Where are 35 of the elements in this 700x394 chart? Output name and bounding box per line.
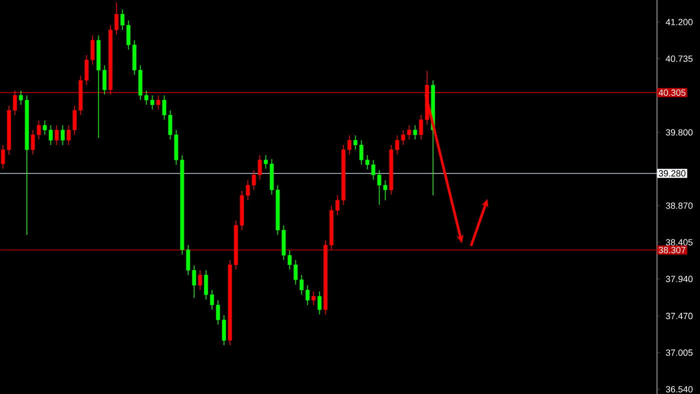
candlestick [12,90,17,116]
y-tick-label: 40.735 [666,56,693,62]
candlestick [120,9,124,30]
candlestick [126,20,130,50]
candlestick [312,291,316,306]
candlestick [336,195,340,216]
y-tick-label: 37.940 [666,276,693,282]
y-tick-label: 37.005 [666,349,693,356]
candlestick [1,144,5,170]
candlestick [60,124,65,146]
candlestick [419,114,424,140]
candlestick [156,94,160,110]
ref-line-label: 40.305 [658,89,686,96]
candlestick [54,124,59,146]
candlestick [198,270,202,290]
candlestick [90,35,95,66]
candlestick [114,2,118,36]
candlestick [347,135,352,155]
y-tick-label: 38.870 [666,202,693,209]
candlestick [204,270,208,300]
candlestick [413,124,418,140]
y-tick-label: 39.800 [666,129,693,136]
candlestick [102,65,106,95]
y-tick-label: 38.405 [666,239,693,246]
candlestick [210,290,214,310]
ref-line-label: 38.307 [658,246,686,254]
candlestick [222,314,226,346]
y-tick-label: 36.540 [666,386,693,392]
candlestick [318,291,322,315]
ref-line-label: 39.280 [658,170,686,177]
candlestick [216,300,220,326]
candlestick [306,284,310,306]
y-tick-label: 37.470 [666,312,693,320]
y-tick-label: 41.200 [666,18,693,26]
candlestick [18,90,23,106]
